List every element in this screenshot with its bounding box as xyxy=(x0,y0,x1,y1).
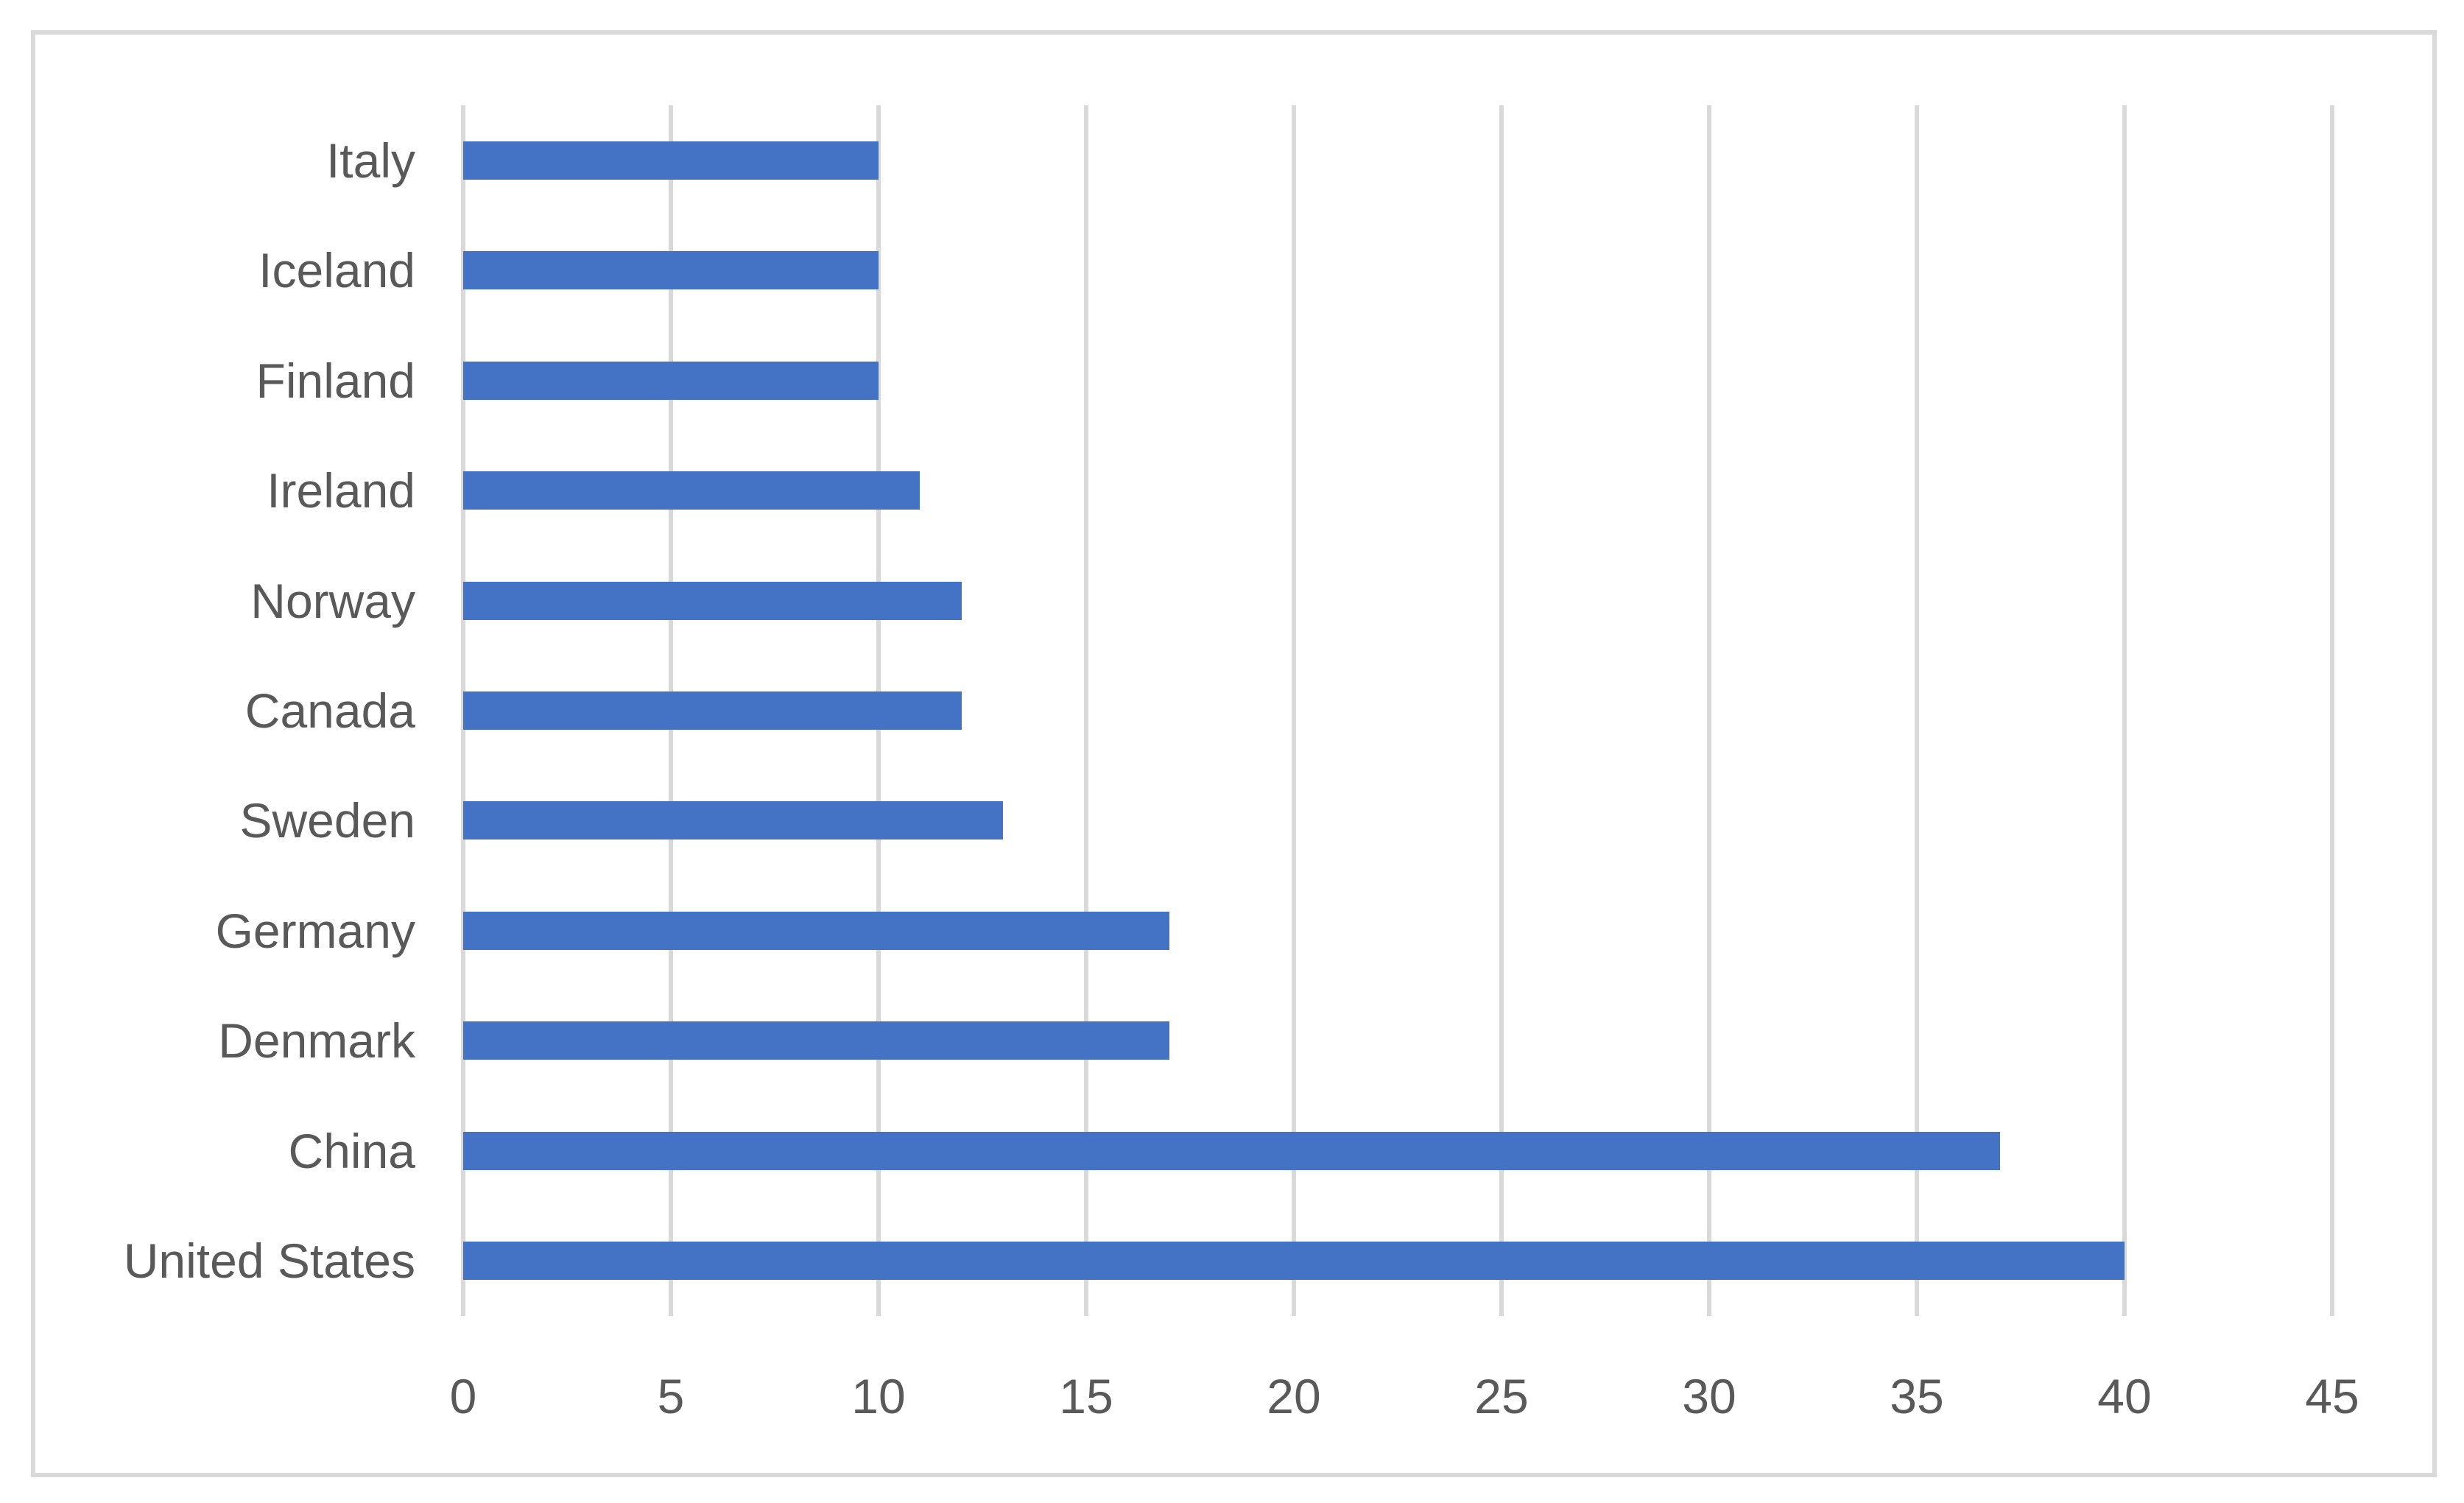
category-label: Denmark xyxy=(218,1013,415,1069)
bar-sweden[interactable] xyxy=(463,801,1004,840)
x-tick-label: 15 xyxy=(1059,1369,1113,1423)
gridline xyxy=(1084,105,1088,1316)
category-label: United States xyxy=(123,1233,415,1289)
bar-chart[interactable]: Italy Iceland Finland Ireland Norway Canada Sw… xyxy=(31,30,2437,1477)
category-label: Norway xyxy=(250,573,415,628)
category-label: Sweden xyxy=(239,793,415,848)
category-label: Germany xyxy=(215,903,415,958)
category-label: Finland xyxy=(256,353,415,408)
x-tick-label: 0 xyxy=(449,1369,477,1423)
x-tick-label: 45 xyxy=(2305,1369,2359,1423)
gridline xyxy=(1292,105,1296,1316)
bar-italy[interactable] xyxy=(463,141,879,180)
bar-china[interactable] xyxy=(463,1131,2000,1170)
category-label: Iceland xyxy=(258,243,415,298)
x-tick-label: 20 xyxy=(1267,1369,1321,1423)
bar-canada[interactable] xyxy=(463,691,962,730)
category-label: Italy xyxy=(325,133,415,188)
x-tick-label: 25 xyxy=(1474,1369,1529,1423)
chart-canvas: Italy Iceland Finland Ireland Norway Canada Sw… xyxy=(35,35,2432,1473)
bar-norway[interactable] xyxy=(463,581,962,620)
bar-finland[interactable] xyxy=(463,361,879,400)
bar-germany[interactable] xyxy=(463,911,1169,950)
gridline xyxy=(2330,105,2334,1316)
category-label: Canada xyxy=(244,683,415,738)
gridline xyxy=(2122,105,2127,1316)
bar-iceland[interactable] xyxy=(463,251,879,290)
bar-united-states[interactable] xyxy=(463,1242,2125,1281)
gridline xyxy=(1499,105,1504,1316)
bar-denmark[interactable] xyxy=(463,1021,1169,1060)
category-label: China xyxy=(288,1123,415,1178)
bar-ireland[interactable] xyxy=(463,471,921,510)
category-label: Ireland xyxy=(267,463,415,518)
x-tick-label: 10 xyxy=(851,1369,906,1423)
x-tick-label: 30 xyxy=(1682,1369,1736,1423)
x-tick-label: 5 xyxy=(657,1369,685,1423)
gridline xyxy=(1707,105,1711,1316)
plot-area xyxy=(461,105,2334,1316)
x-tick-label: 40 xyxy=(2097,1369,2152,1423)
x-tick-label: 35 xyxy=(1890,1369,1944,1423)
gridline xyxy=(1915,105,1919,1316)
